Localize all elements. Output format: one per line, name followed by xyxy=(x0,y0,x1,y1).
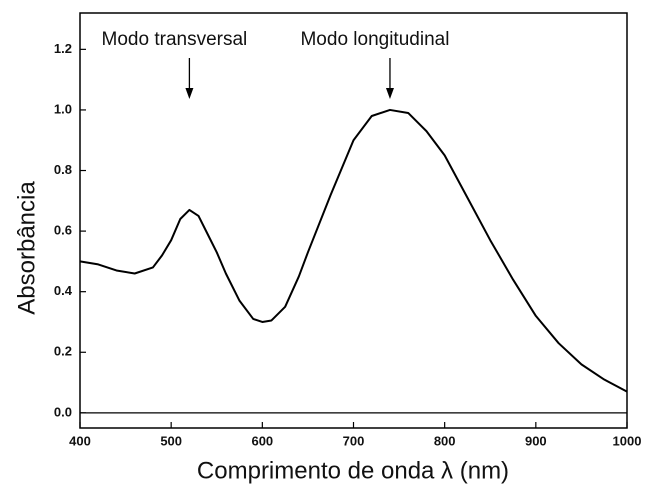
y-tick-label: 0.4 xyxy=(54,283,73,298)
plot-frame xyxy=(79,12,628,429)
annotation-text: Modo transversal xyxy=(102,29,248,50)
y-tick-label: 0.0 xyxy=(54,404,72,419)
data-line xyxy=(79,108,628,393)
x-tick-label: 400 xyxy=(69,433,91,448)
x-tick-label: 1000 xyxy=(613,433,642,448)
x-tick-label: 800 xyxy=(434,433,456,448)
annotation-arrowhead xyxy=(185,88,194,99)
annotation-text: Modo longitudinal xyxy=(300,29,449,50)
y-tick-label: 0.6 xyxy=(54,223,72,238)
y-tick-label: 1.0 xyxy=(54,101,72,116)
x-axis-label: Comprimento de onda λ (nm) xyxy=(197,457,509,484)
y-axis-label: Absorbância xyxy=(13,181,40,315)
y-tick-label: 0.2 xyxy=(54,344,72,359)
x-tick-label: 900 xyxy=(525,433,547,448)
annotation-arrowhead xyxy=(385,88,394,99)
x-tick-label: 600 xyxy=(251,433,273,448)
x-tick-label: 700 xyxy=(343,433,365,448)
y-tick-label: 0.8 xyxy=(54,162,72,177)
x-tick-label: 500 xyxy=(160,433,182,448)
y-tick-label: 1.2 xyxy=(54,41,72,56)
